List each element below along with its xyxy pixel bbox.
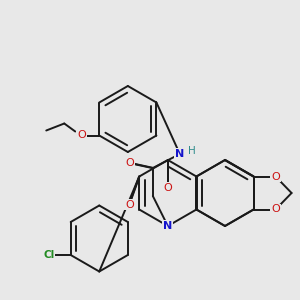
Text: N: N	[175, 149, 184, 159]
Text: H: H	[188, 146, 196, 156]
Text: O: O	[125, 200, 134, 209]
Text: O: O	[271, 172, 280, 182]
Text: N: N	[163, 221, 172, 231]
Text: O: O	[164, 183, 172, 193]
Text: O: O	[125, 158, 134, 168]
Text: O: O	[271, 205, 280, 214]
Text: Cl: Cl	[43, 250, 54, 260]
Text: O: O	[77, 130, 85, 140]
